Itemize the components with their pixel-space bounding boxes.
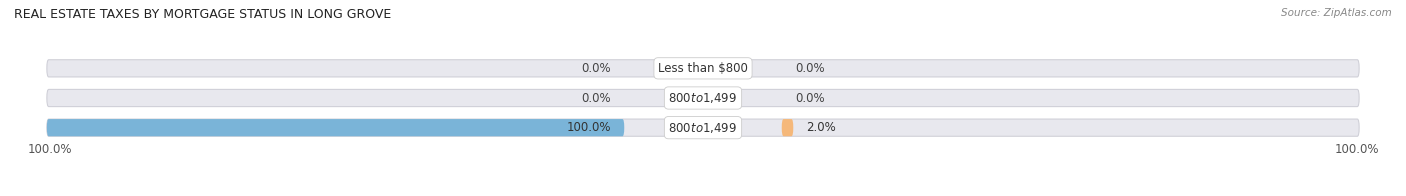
Text: 100.0%: 100.0% (1334, 142, 1379, 155)
FancyBboxPatch shape (46, 60, 1360, 77)
Text: $800 to $1,499: $800 to $1,499 (668, 91, 738, 105)
Text: 0.0%: 0.0% (582, 92, 612, 104)
FancyBboxPatch shape (46, 119, 624, 136)
FancyBboxPatch shape (782, 119, 793, 136)
Text: 100.0%: 100.0% (27, 142, 72, 155)
FancyBboxPatch shape (46, 119, 1360, 136)
Text: Less than $800: Less than $800 (658, 62, 748, 75)
Text: 2.0%: 2.0% (807, 121, 837, 134)
Text: REAL ESTATE TAXES BY MORTGAGE STATUS IN LONG GROVE: REAL ESTATE TAXES BY MORTGAGE STATUS IN … (14, 8, 391, 21)
Text: 100.0%: 100.0% (567, 121, 612, 134)
Text: Source: ZipAtlas.com: Source: ZipAtlas.com (1281, 8, 1392, 18)
FancyBboxPatch shape (46, 89, 1360, 107)
Text: 0.0%: 0.0% (582, 62, 612, 75)
Text: 0.0%: 0.0% (794, 92, 824, 104)
Text: 0.0%: 0.0% (794, 62, 824, 75)
Text: $800 to $1,499: $800 to $1,499 (668, 121, 738, 135)
